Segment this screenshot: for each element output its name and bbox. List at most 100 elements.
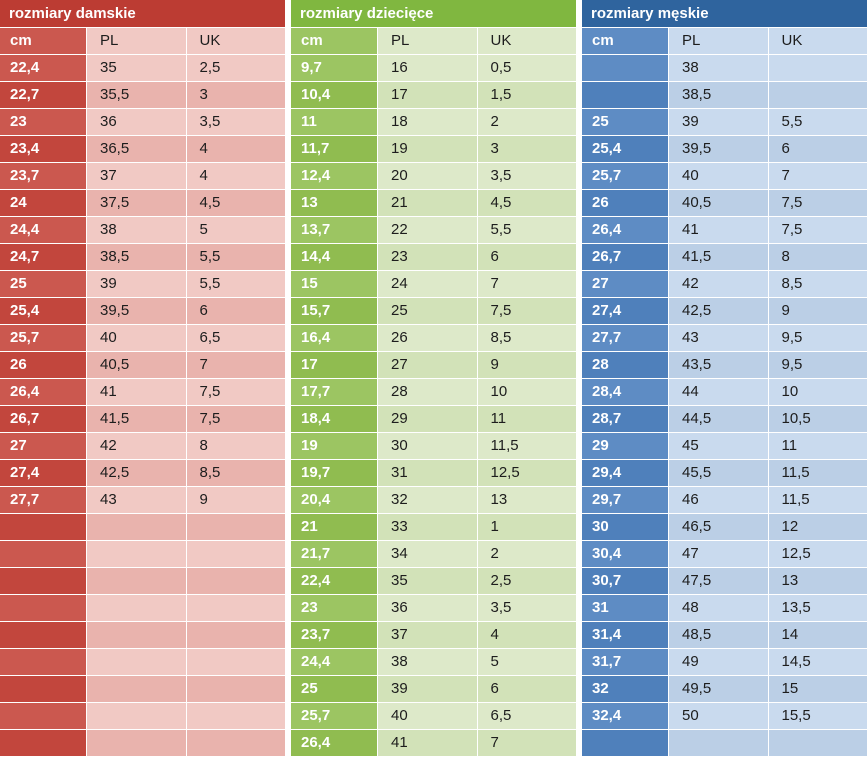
cm-cell: 21 bbox=[291, 514, 377, 540]
cm-cell: 29,4 bbox=[582, 460, 668, 486]
cm-cell: 25 bbox=[291, 676, 377, 702]
pl-cell bbox=[669, 730, 768, 756]
uk-cell: 4,5 bbox=[477, 190, 576, 216]
pl-cell: 22 bbox=[378, 217, 477, 243]
pl-cell: 50 bbox=[669, 703, 768, 729]
table-row: 25,7 40 6,5 bbox=[0, 325, 285, 351]
table-row: 15,7 25 7,5 bbox=[291, 298, 576, 324]
table-row bbox=[0, 595, 285, 621]
uk-cell bbox=[186, 622, 285, 648]
table-row: 9,7 16 0,5 bbox=[291, 55, 576, 81]
table-row: 31 48 13,5 bbox=[582, 595, 867, 621]
uk-cell: 14 bbox=[768, 622, 867, 648]
uk-cell bbox=[186, 703, 285, 729]
header-cm: cm bbox=[0, 28, 86, 54]
header-uk: UK bbox=[477, 28, 576, 54]
section-title-children: rozmiary dziecięce bbox=[291, 0, 576, 27]
table-row: 23 36 3,5 bbox=[291, 595, 576, 621]
pl-cell: 48 bbox=[669, 595, 768, 621]
cm-cell: 29,7 bbox=[582, 487, 668, 513]
table-row: 32 49,5 15 bbox=[582, 676, 867, 702]
uk-cell: 8 bbox=[768, 244, 867, 270]
uk-cell: 3,5 bbox=[186, 109, 285, 135]
table-row: 20,4 32 13 bbox=[291, 487, 576, 513]
table-row: 21 33 1 bbox=[291, 514, 576, 540]
uk-cell: 6 bbox=[768, 136, 867, 162]
uk-cell: 2 bbox=[477, 109, 576, 135]
cm-cell: 13,7 bbox=[291, 217, 377, 243]
cm-cell: 24,4 bbox=[0, 217, 86, 243]
table-row: 15 24 7 bbox=[291, 271, 576, 297]
header-cm: cm bbox=[582, 28, 668, 54]
table-row: 24,7 38,5 5,5 bbox=[0, 244, 285, 270]
pl-cell: 36 bbox=[87, 109, 186, 135]
pl-cell bbox=[87, 568, 186, 594]
uk-cell bbox=[186, 676, 285, 702]
pl-cell: 16 bbox=[378, 55, 477, 81]
uk-cell: 15 bbox=[768, 676, 867, 702]
cm-cell: 25,7 bbox=[0, 325, 86, 351]
uk-cell bbox=[186, 730, 285, 756]
pl-cell: 24 bbox=[378, 271, 477, 297]
table-row: 25,4 39,5 6 bbox=[582, 136, 867, 162]
table-row: 25 39 6 bbox=[291, 676, 576, 702]
cm-cell bbox=[0, 568, 86, 594]
uk-cell: 7,5 bbox=[768, 217, 867, 243]
pl-cell: 32 bbox=[378, 487, 477, 513]
section-title-men: rozmiary męskie bbox=[582, 0, 867, 27]
pl-cell bbox=[87, 541, 186, 567]
pl-cell: 45,5 bbox=[669, 460, 768, 486]
table-row: 30,7 47,5 13 bbox=[582, 568, 867, 594]
cm-cell: 17 bbox=[291, 352, 377, 378]
header-row: cm PL UK bbox=[582, 28, 867, 54]
uk-cell: 9,5 bbox=[768, 352, 867, 378]
table-row: 26 40,5 7,5 bbox=[582, 190, 867, 216]
table-row bbox=[0, 730, 285, 756]
pl-cell: 49 bbox=[669, 649, 768, 675]
cm-cell: 29 bbox=[582, 433, 668, 459]
table-row: 26,4 41 7 bbox=[291, 730, 576, 756]
cm-cell bbox=[0, 514, 86, 540]
cm-cell bbox=[582, 730, 668, 756]
table-row: 17,7 28 10 bbox=[291, 379, 576, 405]
uk-cell: 5,5 bbox=[477, 217, 576, 243]
pl-cell: 49,5 bbox=[669, 676, 768, 702]
pl-cell: 39 bbox=[378, 676, 477, 702]
pl-cell: 44,5 bbox=[669, 406, 768, 432]
table-row: 16,4 26 8,5 bbox=[291, 325, 576, 351]
cm-cell: 27 bbox=[582, 271, 668, 297]
table-row: 13,7 22 5,5 bbox=[291, 217, 576, 243]
cm-cell: 21,7 bbox=[291, 541, 377, 567]
table-row: 26,7 41,5 7,5 bbox=[0, 406, 285, 432]
pl-cell: 41,5 bbox=[87, 406, 186, 432]
table-row: 21,7 34 2 bbox=[291, 541, 576, 567]
uk-cell: 5,5 bbox=[186, 244, 285, 270]
cm-cell: 25,4 bbox=[0, 298, 86, 324]
cm-cell: 30,4 bbox=[582, 541, 668, 567]
uk-cell: 5,5 bbox=[186, 271, 285, 297]
pl-cell: 43 bbox=[669, 325, 768, 351]
cm-cell: 25 bbox=[582, 109, 668, 135]
table-row: 11,7 19 3 bbox=[291, 136, 576, 162]
uk-cell: 5,5 bbox=[768, 109, 867, 135]
cm-cell: 23,4 bbox=[0, 136, 86, 162]
pl-cell: 43 bbox=[87, 487, 186, 513]
cm-cell bbox=[582, 55, 668, 81]
cm-cell: 26 bbox=[0, 352, 86, 378]
pl-cell: 29 bbox=[378, 406, 477, 432]
cm-cell: 14,4 bbox=[291, 244, 377, 270]
table-row: 26,4 41 7,5 bbox=[582, 217, 867, 243]
pl-cell: 42 bbox=[669, 271, 768, 297]
uk-cell bbox=[186, 514, 285, 540]
table-row: 24,4 38 5 bbox=[291, 649, 576, 675]
pl-cell bbox=[87, 622, 186, 648]
pl-cell: 37 bbox=[378, 622, 477, 648]
table-row: 26,4 41 7,5 bbox=[0, 379, 285, 405]
table-row: 31,7 49 14,5 bbox=[582, 649, 867, 675]
uk-cell: 1,5 bbox=[477, 82, 576, 108]
pl-cell: 26 bbox=[378, 325, 477, 351]
table-row: 23,7 37 4 bbox=[291, 622, 576, 648]
header-pl: PL bbox=[378, 28, 477, 54]
pl-cell: 40,5 bbox=[87, 352, 186, 378]
uk-cell: 11,5 bbox=[477, 433, 576, 459]
